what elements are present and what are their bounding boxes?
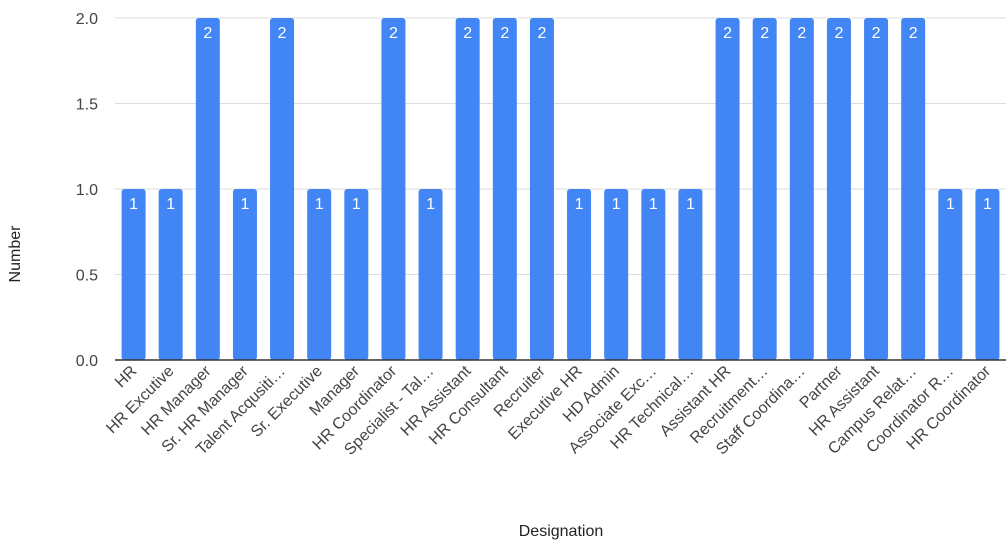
data-label: 1 (686, 196, 695, 213)
y-axis-title: Number (7, 225, 24, 283)
data-label: 1 (649, 196, 658, 213)
data-label: 2 (909, 25, 918, 42)
data-label: 1 (575, 196, 584, 213)
bar (567, 189, 592, 360)
x-tick-label: HR (112, 363, 140, 391)
data-label: 1 (315, 196, 324, 213)
data-label: 2 (500, 25, 509, 42)
bar (678, 189, 703, 360)
data-label: 2 (797, 25, 806, 42)
bar (789, 18, 814, 360)
bar (195, 18, 220, 360)
data-labels: 1 1 2 1 2 1 1 2 1 2 2 2 1 1 1 1 2 2 2 2 2 2 1 1 (129, 25, 992, 213)
data-label: 1 (166, 196, 175, 213)
bar (752, 18, 777, 360)
y-tick-label: 1.5 (76, 97, 98, 114)
bar (641, 189, 666, 360)
bar (270, 18, 295, 360)
y-tick-label: 0.0 (76, 353, 98, 370)
data-label: 1 (240, 196, 249, 213)
bar (158, 189, 183, 360)
bar (381, 18, 406, 360)
bar (715, 18, 740, 360)
bar (344, 189, 369, 360)
bar (901, 18, 926, 360)
data-label: 2 (872, 25, 881, 42)
data-label: 1 (612, 196, 621, 213)
data-label: 2 (203, 25, 212, 42)
bar (232, 189, 257, 360)
y-tick-label: 0.5 (76, 268, 98, 285)
bar (492, 18, 517, 360)
data-label: 2 (537, 25, 546, 42)
bar (121, 189, 146, 360)
data-label: 1 (129, 196, 138, 213)
bars (121, 18, 1000, 360)
bar (864, 18, 889, 360)
data-label: 2 (278, 25, 287, 42)
bar (455, 18, 480, 360)
data-label: 2 (834, 25, 843, 42)
data-label: 2 (723, 25, 732, 42)
bar (938, 189, 963, 360)
y-tick-label: 2.0 (76, 11, 98, 28)
data-label: 2 (760, 25, 769, 42)
bar (529, 18, 554, 360)
bar (826, 18, 851, 360)
y-axis-ticks: 0.0 0.5 1.0 1.5 2.0 (76, 11, 98, 370)
data-label: 1 (983, 196, 992, 213)
data-label: 1 (946, 196, 955, 213)
data-label: 2 (389, 25, 398, 42)
y-tick-label: 1.0 (76, 182, 98, 199)
bar (307, 189, 332, 360)
bar (418, 189, 443, 360)
data-label: 2 (463, 25, 472, 42)
bar (975, 189, 1000, 360)
bar (604, 189, 629, 360)
data-label: 1 (352, 196, 361, 213)
gridlines (115, 17, 1006, 275)
x-axis-title: Designation (519, 523, 604, 540)
data-label: 1 (426, 196, 435, 213)
